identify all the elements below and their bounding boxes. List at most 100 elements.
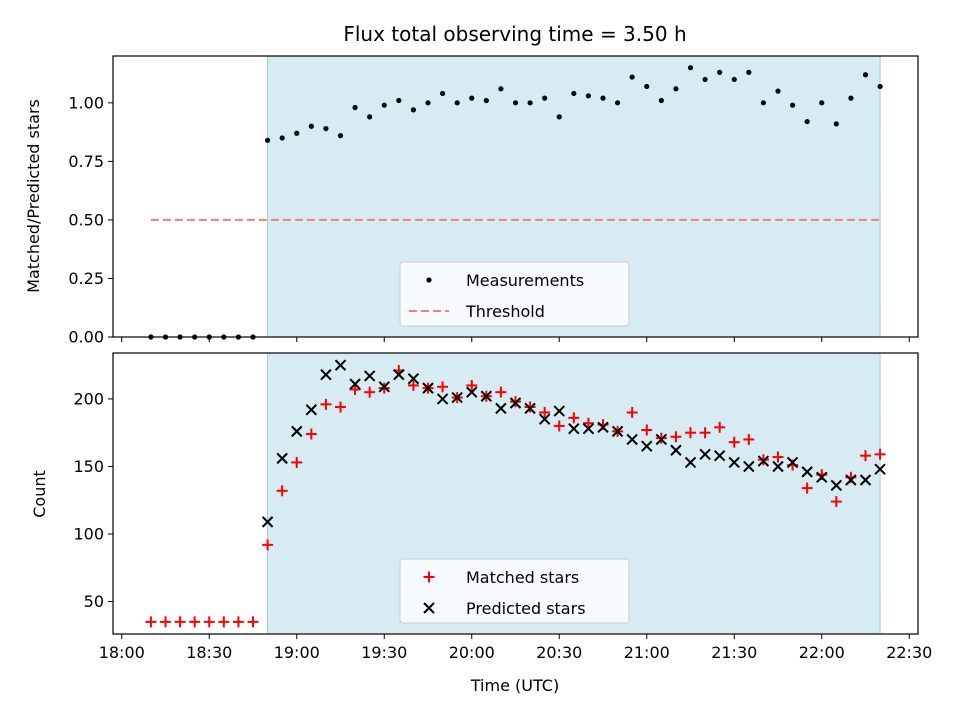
bottom-y-tick-label: 200	[73, 389, 104, 408]
bottom-y-tick-label: 50	[84, 592, 104, 611]
top-measurement-point	[819, 100, 825, 106]
top-measurement-point	[425, 100, 431, 106]
predicted-star-marker	[655, 433, 668, 446]
top-measurement-point	[600, 95, 606, 101]
top-measurement-point	[439, 90, 446, 97]
x-tick-label: 19:00	[274, 643, 320, 662]
matched-star-marker	[626, 406, 638, 418]
top-y-tick-label: 0.75	[68, 152, 104, 171]
bottom-legend-label: Predicted stars	[466, 599, 586, 618]
predicted-star-marker	[786, 456, 799, 469]
predicted-star-marker	[349, 378, 361, 390]
top-measurement-point	[556, 114, 562, 120]
bottom-legend-label: Matched stars	[466, 568, 579, 587]
matched-star-marker	[407, 379, 419, 391]
predicted-star-marker	[553, 405, 565, 417]
top-measurement-point	[454, 100, 460, 106]
top-measurement-point	[352, 104, 358, 111]
predicted-star-marker	[407, 372, 420, 385]
predicted-star-marker	[641, 440, 653, 452]
predicted-star-marker	[320, 368, 332, 381]
top-measurement-point	[264, 137, 271, 143]
predicted-star-marker	[261, 516, 274, 528]
predicted-star-marker	[378, 381, 390, 393]
matched-star-marker	[699, 427, 711, 439]
legend-matched-stars-marker	[423, 571, 435, 583]
top-measurement-point	[731, 76, 737, 83]
top-axes-frame	[112, 55, 919, 338]
predicted-star-marker	[509, 397, 522, 409]
predicted-star-marker	[626, 433, 638, 446]
matched-star-marker	[349, 383, 361, 395]
top-measurement-point	[396, 97, 402, 104]
matched-star-marker	[437, 381, 449, 393]
top-measurement-point	[294, 130, 300, 136]
matched-star-marker	[728, 436, 740, 448]
bottom-legend-box	[399, 558, 630, 624]
top-measurement-point	[877, 83, 883, 90]
predicted-star-marker	[524, 402, 536, 415]
top-measurement-point	[542, 95, 548, 101]
predicted-star-marker	[466, 386, 478, 398]
top-measurement-point	[367, 114, 373, 120]
top-measurement-point	[760, 100, 767, 106]
top-y-axis-label: Matched/Predicted stars	[24, 99, 43, 293]
matched-star-marker	[553, 420, 565, 432]
predicted-star-marker	[830, 479, 843, 492]
x-tick-label: 20:00	[449, 643, 495, 662]
predicted-star-marker	[713, 449, 726, 462]
matched-star-marker	[218, 616, 230, 628]
x-tick-label: 20:30	[536, 643, 582, 662]
top-measurement-point	[571, 90, 577, 97]
matched-star-marker	[714, 421, 726, 433]
matched-star-marker	[320, 398, 332, 410]
matched-star-marker	[495, 386, 507, 398]
top-legend: Measurements Threshold	[399, 261, 630, 327]
matched-star-marker	[305, 428, 317, 440]
bottom-y-axis-label: Count	[30, 470, 49, 518]
matched-star-marker	[291, 456, 303, 468]
predicted-star-marker	[568, 422, 580, 435]
predicted-star-marker	[334, 359, 347, 371]
top-measurement-point	[687, 65, 694, 71]
bottom-y-tick-label: 100	[73, 525, 104, 544]
matched-star-marker	[568, 412, 580, 424]
predicted-star-marker	[393, 368, 405, 381]
top-measurement-point	[775, 88, 781, 94]
matched-star-marker	[830, 496, 842, 508]
top-measurement-point	[527, 100, 533, 106]
top-measurement-point	[717, 69, 723, 75]
top-y-tick-label: 0.50	[68, 210, 104, 229]
matched-star-marker	[466, 379, 478, 391]
chart-title: Flux total observing time = 3.50 h	[343, 22, 686, 46]
top-measurement-point	[279, 135, 285, 141]
predicted-star-marker	[582, 422, 595, 435]
matched-star-marker	[874, 448, 886, 460]
matched-star-marker	[189, 616, 201, 628]
matched-star-marker	[772, 451, 784, 463]
top-measurement-point	[323, 125, 329, 132]
matched-star-marker	[685, 427, 696, 439]
top-measurement-point	[789, 102, 796, 108]
matched-star-marker	[801, 482, 813, 494]
matched-star-marker	[641, 424, 653, 436]
x-tick-label: 18:00	[99, 643, 145, 662]
x-tick-label: 18:30	[186, 643, 232, 662]
top-measurement-point	[848, 95, 854, 101]
predicted-star-marker	[757, 455, 770, 467]
top-measurement-point	[512, 100, 519, 106]
bottom-panel: 50 100 150 200 18:00 18:30 19:00 19:30 20:00 20:3…	[73, 352, 932, 662]
matched-star-marker	[174, 616, 186, 628]
top-measurement-point	[673, 86, 679, 92]
top-y-tick-label: 0.25	[68, 269, 104, 288]
predicted-star-marker	[670, 444, 682, 456]
top-measurement-point	[469, 95, 475, 101]
predicted-star-marker	[363, 370, 376, 382]
top-measurement-point	[862, 72, 869, 78]
legend-measurements-marker	[426, 277, 432, 283]
top-measurement-point	[658, 97, 664, 104]
bottom-y-tick-label: 150	[73, 457, 104, 476]
top-measurement-point	[833, 121, 839, 127]
matched-star-marker	[262, 539, 274, 551]
